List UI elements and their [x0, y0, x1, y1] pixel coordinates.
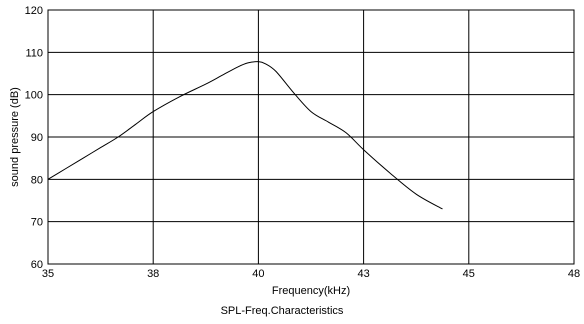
grid-lines [48, 10, 574, 264]
x-tick-label: 40 [252, 268, 264, 280]
y-tick-label: 120 [25, 5, 43, 17]
x-axis-label: Frequency(kHz) [272, 285, 350, 297]
y-axis-label: sound pressure (dB) [9, 87, 21, 187]
spl-curve [47, 61, 443, 210]
x-tick-label: 43 [357, 268, 369, 280]
y-tick-label: 80 [31, 174, 43, 186]
y-tick-label: 60 [31, 259, 43, 271]
y-tick-label: 100 [25, 90, 43, 102]
x-tick-labels: 35 38 40 43 45 48 [42, 268, 580, 280]
x-tick-label: 48 [568, 268, 580, 280]
y-tick-label: 110 [25, 47, 43, 59]
chart-title: SPL-Freq.Characteristics [221, 305, 344, 317]
x-tick-label: 35 [42, 268, 54, 280]
y-tick-label: 70 [31, 217, 43, 229]
y-tick-label: 90 [31, 132, 43, 144]
x-tick-label: 45 [463, 268, 475, 280]
y-tick-labels: 60 70 80 90 100 110 120 [25, 5, 43, 271]
x-tick-label: 38 [147, 268, 159, 280]
